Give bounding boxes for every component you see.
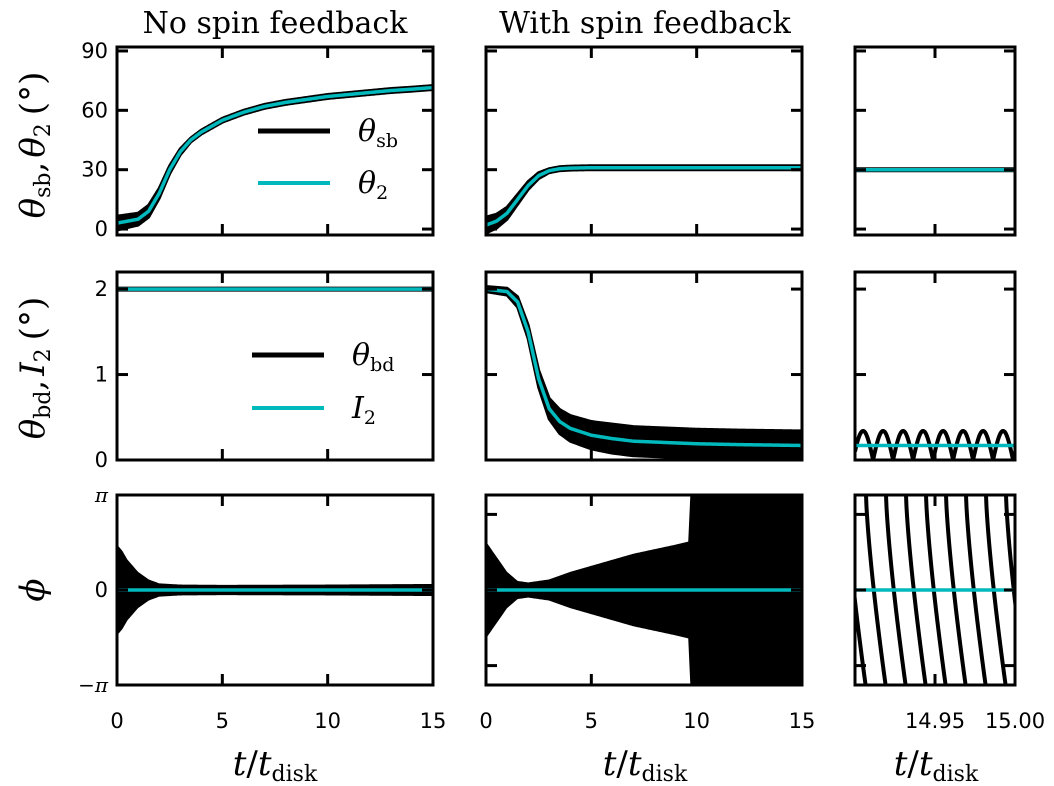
series-black-0-sawtooth-4 [924, 495, 948, 685]
panel-plot-area [486, 495, 802, 685]
series-black-0-band [486, 285, 802, 460]
axes-frame [115, 45, 435, 237]
panel-row0-col1 [484, 45, 804, 237]
panel-row1-col0: 0 1 2 [95, 270, 435, 472]
y-tick-label: π [94, 483, 109, 507]
y-tick-label: 2 [95, 277, 108, 301]
panel-row0-col2 [853, 45, 1017, 237]
series-teal-1-line [486, 287, 802, 448]
y-tick-label: −π [78, 673, 109, 697]
panel-row1-col2 [853, 270, 1017, 462]
panel-row1-col1 [484, 270, 804, 462]
xlabel-col1: t/tdisk [603, 744, 688, 786]
x-tick-label: 0 [110, 709, 123, 733]
x-tick-label: 10 [683, 709, 710, 733]
series-black-0-sawtooth-6 [964, 495, 988, 685]
series-teal-1-line [117, 85, 433, 225]
series-black-0-sawtooth-3 [904, 495, 928, 685]
column-title-with-feedback: With spin feedback [499, 6, 792, 41]
legend-row1: θbd I2 [252, 338, 394, 429]
labels: No spin feedback With spin feedback θsb,… [13, 6, 979, 786]
axes-frame [853, 45, 1017, 237]
series-black-0-sawtooth-7 [984, 495, 1008, 685]
y-tick-label: 90 [81, 39, 108, 63]
xlabel-col2: t/tdisk [894, 744, 979, 786]
series-black-0-sawtooth-8 [1004, 495, 1015, 619]
series-black-0-sawtooth-5 [944, 495, 968, 685]
x-tick-label: 15.00 [985, 709, 1045, 733]
legend-label-theta-sb: θsb [358, 114, 398, 152]
series-black-0-sawtooth-9 [1026, 495, 1046, 685]
legend-label-theta-2: θ2 [358, 166, 388, 204]
x-tick-label: 15 [789, 709, 816, 733]
column-title-no-feedback: No spin feedback [143, 6, 409, 41]
ylabel-row2: ϕ [13, 578, 53, 601]
x-tick-label: 5 [585, 709, 598, 733]
xlabel-col0: t/tdisk [233, 744, 318, 786]
panel-plot-area [855, 495, 1046, 685]
panel-row0-col0: 0 30 60 90 [81, 39, 435, 241]
series-black-0-sawtooth-1 [864, 495, 888, 685]
y-tick-label: 0 [95, 578, 108, 602]
y-tick-label: 1 [95, 363, 108, 387]
legend-row0: θsb θ2 [258, 114, 398, 204]
panel-plot-area [117, 544, 433, 636]
panel-plot-area [486, 164, 802, 235]
x-tick-label: 10 [314, 709, 341, 733]
ylabel-row0: θsb,θ2(°) [13, 72, 56, 219]
panel-row2-col2: 14.95 15.00 [853, 493, 1046, 733]
panel-row2-col1: 0 5 10 15 [479, 493, 816, 733]
series-black-0-sawtooth-2 [884, 495, 908, 685]
axes-frame [853, 270, 1017, 462]
x-tick-label: 5 [216, 709, 229, 733]
x-tick-label: 14.95 [905, 709, 965, 733]
series-teal-1-line [486, 165, 802, 227]
axes-frame [115, 270, 435, 462]
series-black-0-band [117, 84, 433, 232]
legend-label-i-2: I2 [351, 391, 376, 429]
x-tick-label: 15 [420, 709, 447, 733]
y-tick-label: 60 [81, 98, 108, 122]
panel-plot-area [486, 285, 802, 460]
y-tick-label: 0 [95, 217, 108, 241]
axes-frame [484, 270, 804, 462]
series-black-0-band [486, 164, 802, 235]
y-tick-label: 30 [81, 158, 108, 182]
panel-plot-area [117, 84, 433, 232]
y-tick-label: 0 [95, 448, 108, 472]
x-tick-label: 0 [479, 709, 492, 733]
axes-frame [484, 45, 804, 237]
legend-label-theta-bd: θbd [352, 338, 394, 376]
ylabel-row1: θbd,I2(°) [13, 297, 56, 439]
